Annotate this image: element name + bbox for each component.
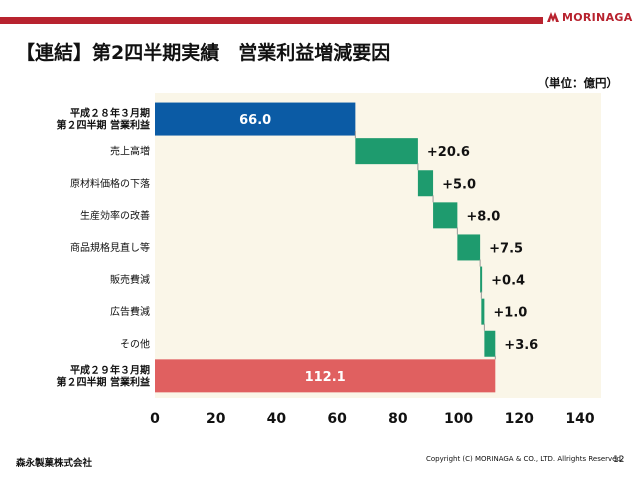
category-label-7: その他 (120, 337, 150, 350)
page-title: 【連結】第2四半期実績 営業利益増減要因 (16, 42, 391, 64)
bar-8 (155, 359, 496, 393)
category-label-3: 生産効率の改善 (80, 209, 150, 222)
bar-6 (481, 298, 485, 325)
copyright-text: Copyright (C) MORINAGA & CO., LTD. Allri… (426, 455, 624, 463)
brand-name: MORINAGA (562, 11, 633, 24)
category-label-4: 商品規格見直し等 (70, 241, 150, 254)
x-tick-label-3: 60 (327, 411, 347, 427)
data-label-1: +20.6 (427, 145, 470, 160)
footer-company-name: 森永製菓株式会社 (16, 458, 93, 469)
data-label-6: +1.0 (493, 306, 527, 321)
data-label-4: +7.5 (489, 241, 523, 256)
bar-0 (155, 102, 356, 136)
category-label-8-line-1: 第２四半期 営業利益 (57, 375, 150, 388)
category-label-2: 原材料価格の下落 (70, 177, 150, 190)
data-label-3: +8.0 (466, 209, 500, 224)
bar-5 (480, 266, 483, 293)
unit-note: （単位：億円） (537, 76, 619, 90)
category-label-5: 販売費減 (110, 273, 150, 286)
category-label-1: 売上高増 (110, 145, 150, 158)
angel-mark-icon (547, 12, 559, 22)
bar-3 (433, 202, 458, 229)
x-tick-label-1: 20 (206, 411, 226, 427)
bar-7 (484, 330, 496, 357)
header-accent-bar (0, 17, 543, 24)
category-label-6: 広告費減 (110, 305, 150, 318)
data-label-8: 112.1 (305, 370, 346, 385)
page-number: 12 (613, 455, 625, 465)
x-tick-label-2: 40 (267, 411, 287, 427)
bar-1 (355, 138, 418, 165)
category-label-8-line-0: 平成２９年３月期 (70, 363, 150, 376)
x-tick-label-7: 140 (565, 411, 594, 427)
data-label-2: +5.0 (442, 177, 476, 192)
x-tick-label-0: 0 (150, 411, 160, 427)
data-label-7: +3.6 (504, 338, 538, 353)
brand-logo: MORINAGA (546, 11, 633, 24)
x-tick-label-4: 80 (388, 411, 408, 427)
x-tick-label-5: 100 (444, 411, 473, 427)
data-label-5: +0.4 (491, 274, 525, 289)
bar-4 (457, 234, 481, 261)
bar-2 (417, 170, 434, 197)
category-label-0-line-0: 平成２８年３月期 (70, 107, 150, 120)
data-label-0: 66.0 (239, 113, 271, 128)
category-label-0-line-1: 第２四半期 営業利益 (57, 119, 150, 132)
x-tick-label-6: 120 (505, 411, 534, 427)
